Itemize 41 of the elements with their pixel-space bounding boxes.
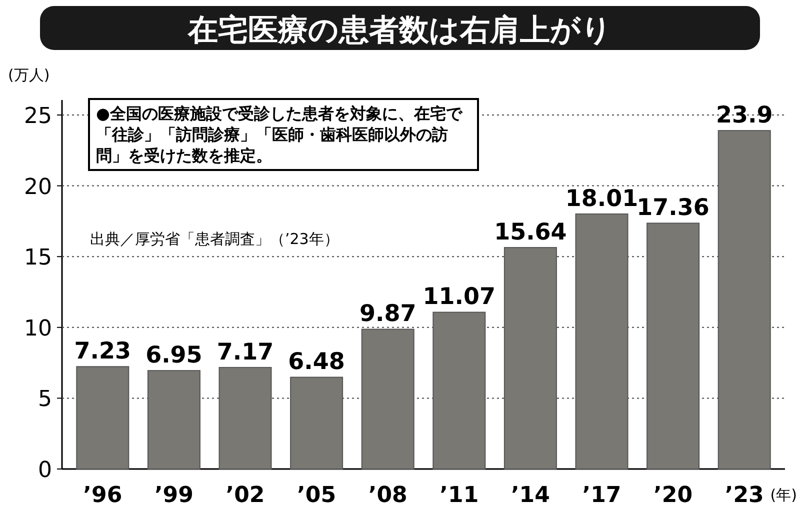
x-tick-label: ’99 [154, 483, 194, 508]
x-axis-title: (年) [770, 486, 797, 504]
bar [432, 312, 486, 470]
bar [575, 213, 628, 470]
bar [147, 370, 200, 470]
data-label: 7.17 [216, 339, 274, 366]
y-tick-label: 0 [38, 458, 52, 483]
bar [218, 366, 272, 470]
bar [504, 247, 557, 470]
y-axis-title: (万人) [8, 66, 50, 84]
bar [76, 366, 130, 470]
x-tick-label: ’23 [724, 483, 764, 508]
annotation: ●全国の医療施設で受診した患者を対象に、在宅で「往診」「訪問診療」「医師・歯科医師以外の訪問」を受けた数を推定。 [88, 98, 479, 171]
x-tick-label: ’05 [297, 483, 336, 508]
data-label: 9.87 [359, 301, 416, 328]
bar [290, 376, 344, 470]
x-tick-label: ’08 [368, 483, 408, 508]
bar [718, 130, 771, 470]
data-label: 23.9 [716, 102, 773, 129]
y-tick-label: 20 [24, 174, 52, 200]
y-tick-label: 25 [24, 104, 52, 129]
bar [646, 222, 700, 470]
bar [361, 328, 414, 470]
data-label: 18.01 [565, 186, 638, 212]
x-tick-label: ’02 [226, 483, 265, 508]
y-tick-label: 15 [24, 246, 52, 271]
y-tick-label: 5 [38, 387, 52, 412]
chart-title: 在宅医療の患者数は右肩上がり [187, 13, 612, 48]
y-tick-label: 10 [24, 316, 52, 342]
x-tick-label: ’17 [582, 483, 622, 508]
data-label: 11.07 [422, 284, 496, 310]
data-label: 15.64 [494, 220, 567, 246]
x-tick-label: ’20 [654, 483, 693, 508]
data-label: 7.23 [74, 338, 132, 365]
data-label: 6.48 [288, 349, 345, 376]
annotation: 出典／厚労省「患者調査」（’23年） [90, 230, 339, 249]
data-label: 17.36 [636, 195, 710, 222]
x-tick-label: ’11 [440, 483, 479, 508]
x-tick-label: ’96 [83, 483, 122, 508]
data-label: 6.95 [146, 342, 202, 369]
x-tick-label: ’14 [510, 483, 550, 508]
